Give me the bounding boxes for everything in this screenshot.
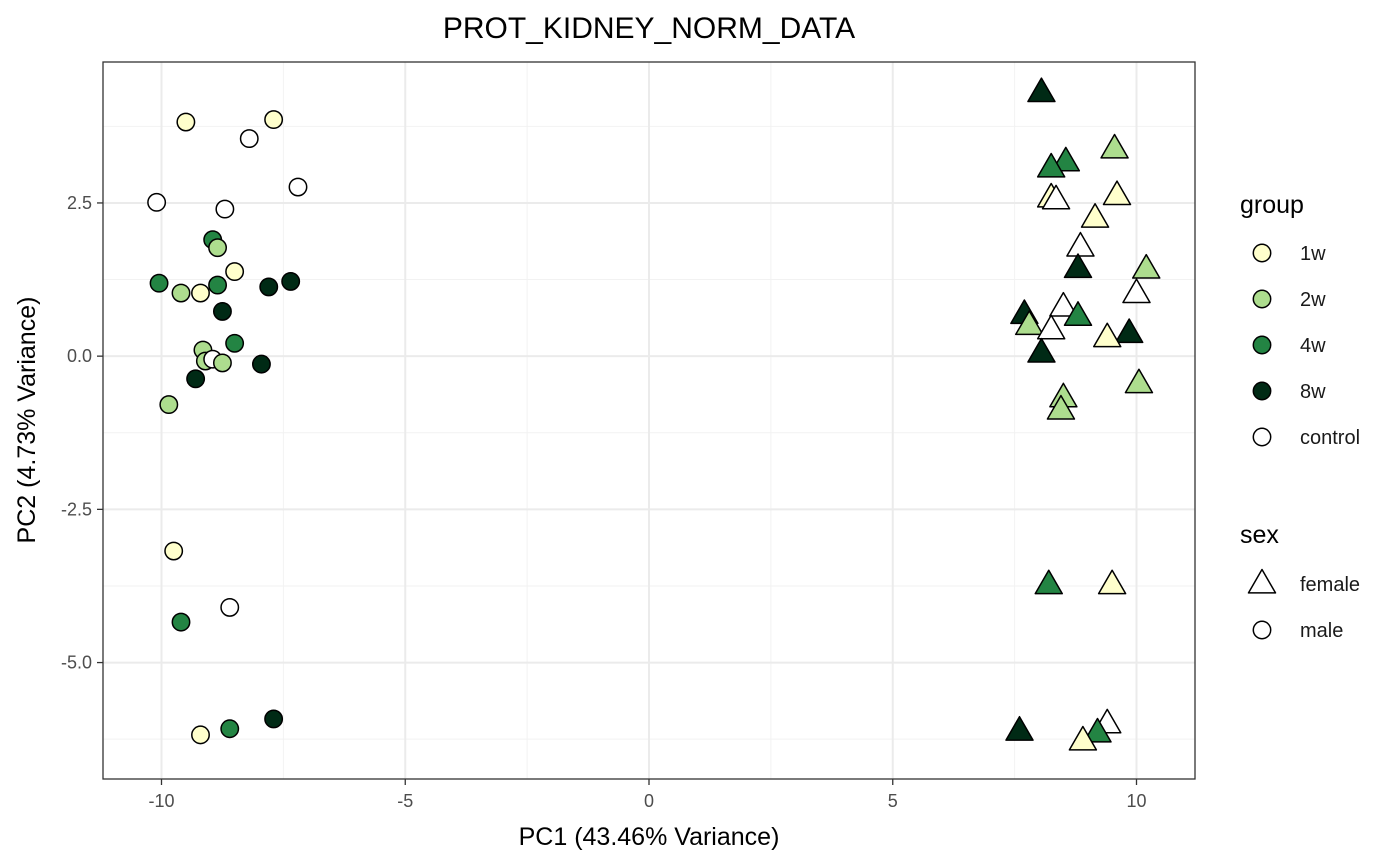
data-point-8w-male [251,354,271,374]
legend-key-8w [1252,381,1272,401]
data-point-control-male [147,192,167,212]
data-point-control-male [239,129,259,149]
data-point-1w-male [264,110,284,130]
x-tick-label: -10 [148,791,174,811]
data-point-4w-male [149,273,169,293]
data-point-8w-female [1063,253,1093,279]
legend-label-male: male [1300,620,1343,642]
data-point-1w-female [1080,203,1110,228]
data-points [147,77,1161,751]
data-point-2w-female [1100,133,1129,159]
y-tick-label: 2.5 [67,193,92,213]
legend-title-sex: sex [1240,521,1279,549]
legend: group 1w 2w 4w 8w control sex female male [1240,191,1360,642]
legend-label-8w: 8w [1300,381,1326,403]
data-point-control-male [220,597,240,617]
data-point-1w-male [225,262,245,282]
legend-label-2w: 2w [1300,289,1326,311]
data-point-1w-male [164,541,184,561]
data-point-8w-male [259,277,279,297]
data-point-2w-male [208,238,228,258]
data-point-2w-male [159,395,179,415]
data-point-control-female [1122,278,1151,304]
data-point-control-male [215,199,235,219]
data-point-8w-male [264,709,284,729]
y-tick-label: -2.5 [61,499,92,519]
data-point-4w-male [208,275,228,295]
data-point-control-female [1066,231,1095,257]
data-point-8w-female [1027,337,1056,363]
x-axis-title: PC1 (43.46% Variance) [519,823,780,851]
data-point-1w-female [1068,725,1098,751]
data-point-2w-male [212,353,232,373]
legend-key-female [1247,568,1277,594]
data-point-control-male [288,177,308,197]
data-point-1w-female [1097,569,1127,595]
data-point-2w-female [1132,253,1161,279]
legend-key-2w [1252,289,1272,309]
data-point-4w-female [1083,717,1112,743]
legend-title-group: group [1240,191,1304,219]
chart-title: PROT_KIDNEY_NORM_DATA [443,12,855,45]
y-tick-label: 0.0 [67,346,92,366]
data-point-1w-male [176,112,196,132]
data-point-1w-female [1102,180,1132,206]
data-point-8w-female [1027,77,1056,103]
y-axis-title: PC2 (4.73% Variance) [13,297,41,544]
y-axis-ticks: -5.0 -2.5 0.0 2.5 [61,193,103,673]
data-point-control-female [1041,184,1071,210]
y-tick-label: -5.0 [61,653,92,673]
legend-key-4w [1252,335,1272,355]
data-point-4w-male [225,333,245,353]
data-point-8w-female [1005,715,1034,741]
x-tick-label: 5 [888,791,898,811]
data-point-4w-female [1036,152,1066,178]
legend-label-1w: 1w [1300,243,1326,265]
data-point-8w-female [1114,318,1144,344]
data-point-4w-female [1034,569,1063,595]
legend-label-female: female [1300,574,1360,596]
data-point-8w-male [186,369,206,389]
data-point-2w-female [1015,310,1044,336]
major-gridlines [103,62,1195,779]
data-point-1w-female [1093,322,1122,348]
data-point-4w-female [1063,301,1093,326]
x-axis-ticks: -10 -5 0 5 10 [148,779,1147,811]
data-point-control-female [1049,291,1078,317]
legend-label-4w: 4w [1300,335,1326,357]
data-point-control-female [1036,314,1066,340]
legend-key-1w [1252,243,1272,263]
x-tick-label: -5 [397,791,413,811]
data-point-4w-male [171,612,191,632]
data-point-1w-male [191,725,210,745]
data-point-2w-male [171,283,191,303]
data-point-8w-male [212,301,232,321]
data-point-2w-female [1124,368,1154,394]
x-tick-label: 10 [1126,791,1146,811]
data-point-2w-female [1046,394,1076,420]
data-point-4w-female [1051,146,1081,172]
data-point-4w-male [220,719,240,739]
x-tick-label: 0 [644,791,654,811]
legend-label-control: control [1300,427,1360,449]
legend-key-male [1252,620,1272,640]
legend-key-control [1252,427,1272,447]
data-point-8w-male [281,271,301,291]
data-point-1w-male [191,283,210,303]
